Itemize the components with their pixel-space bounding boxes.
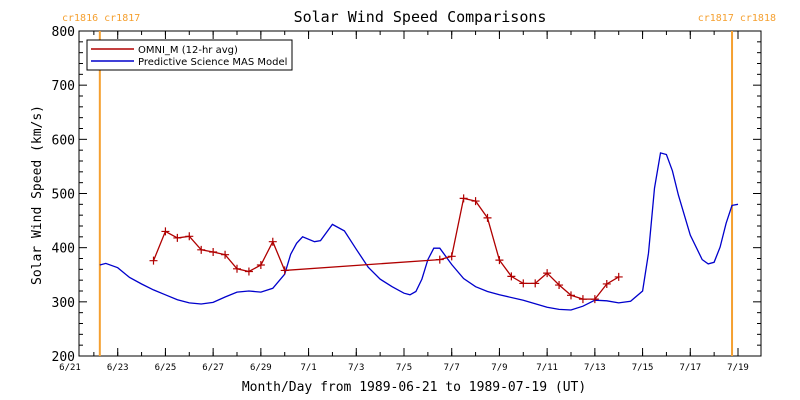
data-point-marker bbox=[161, 227, 170, 236]
data-point-marker bbox=[280, 266, 289, 275]
data-point-marker bbox=[614, 272, 623, 281]
series-line bbox=[99, 152, 739, 311]
data-point-marker bbox=[244, 267, 253, 276]
data-point-marker bbox=[519, 279, 528, 288]
x-tick-label: 6/21 bbox=[59, 363, 81, 373]
x-tick-label: 6/27 bbox=[202, 363, 224, 373]
carrington-rotation-label: cr1817 cr1818 bbox=[698, 13, 776, 24]
data-point-marker bbox=[435, 255, 444, 264]
data-point-marker bbox=[543, 269, 552, 278]
series-line bbox=[152, 197, 620, 300]
data-point-marker bbox=[256, 261, 265, 269]
y-tick-label: 700 bbox=[52, 79, 75, 94]
data-point-marker bbox=[483, 213, 492, 222]
data-point-marker bbox=[149, 256, 158, 265]
plot-frame bbox=[78, 30, 762, 357]
legend-box bbox=[86, 39, 293, 71]
data-point-marker bbox=[602, 279, 611, 288]
data-point-marker bbox=[590, 295, 599, 304]
y-tick-label: 300 bbox=[52, 296, 75, 311]
data-point-marker bbox=[209, 248, 218, 256]
data-point-marker bbox=[268, 237, 277, 246]
data-point-marker bbox=[567, 291, 575, 300]
data-point-marker bbox=[197, 245, 206, 254]
data-point-marker bbox=[221, 250, 230, 259]
data-point-marker bbox=[185, 232, 194, 241]
x-tick-label: 7/15 bbox=[632, 363, 654, 373]
x-tick-label: 6/25 bbox=[155, 363, 177, 373]
y-tick-label: 500 bbox=[52, 188, 75, 203]
x-axis-label: Month/Day from 1989-06-21 to 1989-07-19 … bbox=[242, 380, 586, 395]
carrington-rotation-label: cr1816 cr1817 bbox=[62, 13, 140, 24]
data-point-marker bbox=[507, 272, 516, 281]
legend-entry: Predictive Science MAS Model bbox=[138, 57, 287, 68]
x-tick-label: 7/11 bbox=[536, 363, 558, 373]
x-tick-label: 7/1 bbox=[300, 363, 316, 373]
data-point-marker bbox=[233, 264, 241, 273]
y-tick-label: 200 bbox=[52, 350, 75, 365]
x-tick-label: 6/23 bbox=[107, 363, 129, 373]
data-point-marker bbox=[578, 295, 587, 304]
y-tick-label: 400 bbox=[52, 242, 75, 257]
x-tick-label: 7/19 bbox=[727, 363, 749, 373]
data-point-marker bbox=[495, 256, 504, 265]
data-point-marker bbox=[555, 281, 564, 290]
data-point-marker bbox=[173, 233, 182, 242]
x-tick-label: 7/9 bbox=[491, 363, 507, 373]
x-tick-label: 7/17 bbox=[679, 363, 701, 373]
data-point-marker bbox=[531, 279, 540, 288]
y-tick-label: 600 bbox=[52, 133, 75, 148]
data-point-marker bbox=[459, 194, 468, 203]
data-point-marker bbox=[447, 252, 456, 261]
x-tick-label: 7/13 bbox=[584, 363, 606, 373]
y-tick-label: 800 bbox=[52, 25, 75, 40]
x-tick-label: 6/29 bbox=[250, 363, 272, 373]
x-tick-label: 7/5 bbox=[396, 363, 412, 373]
legend-entry: OMNI_M (12-hr avg) bbox=[138, 45, 238, 56]
x-tick-label: 7/7 bbox=[444, 363, 460, 373]
y-axis-label: Solar Wind Speed (km/s) bbox=[30, 105, 45, 285]
data-point-marker bbox=[471, 197, 480, 206]
x-tick-label: 7/3 bbox=[348, 363, 364, 373]
chart-title: Solar Wind Speed Comparisons bbox=[294, 8, 547, 26]
